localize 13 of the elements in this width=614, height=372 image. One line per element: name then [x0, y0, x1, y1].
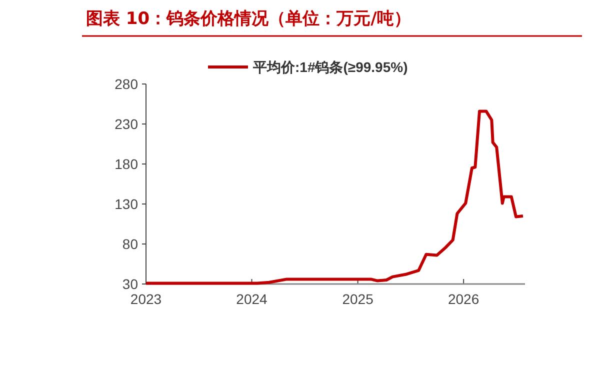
- chart-title: 图表 10：钨条价格情况（单位：万元/吨）: [86, 9, 411, 29]
- x-tick-label: 2026: [448, 291, 480, 307]
- y-tick-label: 80: [122, 236, 138, 252]
- x-tick-label: 2023: [130, 291, 162, 307]
- y-tick-label: 180: [114, 156, 138, 172]
- line-series: [144, 110, 524, 285]
- y-tick-label: 230: [114, 116, 138, 132]
- x-tick-label: 2025: [342, 291, 374, 307]
- legend-label: 平均价:1#钨条(≥99.95%): [252, 59, 408, 75]
- y-tick-label: 30: [122, 276, 138, 292]
- y-tick-label: 130: [114, 196, 138, 212]
- y-tick-label: 280: [114, 76, 138, 92]
- x-tick-label: 2024: [236, 291, 268, 307]
